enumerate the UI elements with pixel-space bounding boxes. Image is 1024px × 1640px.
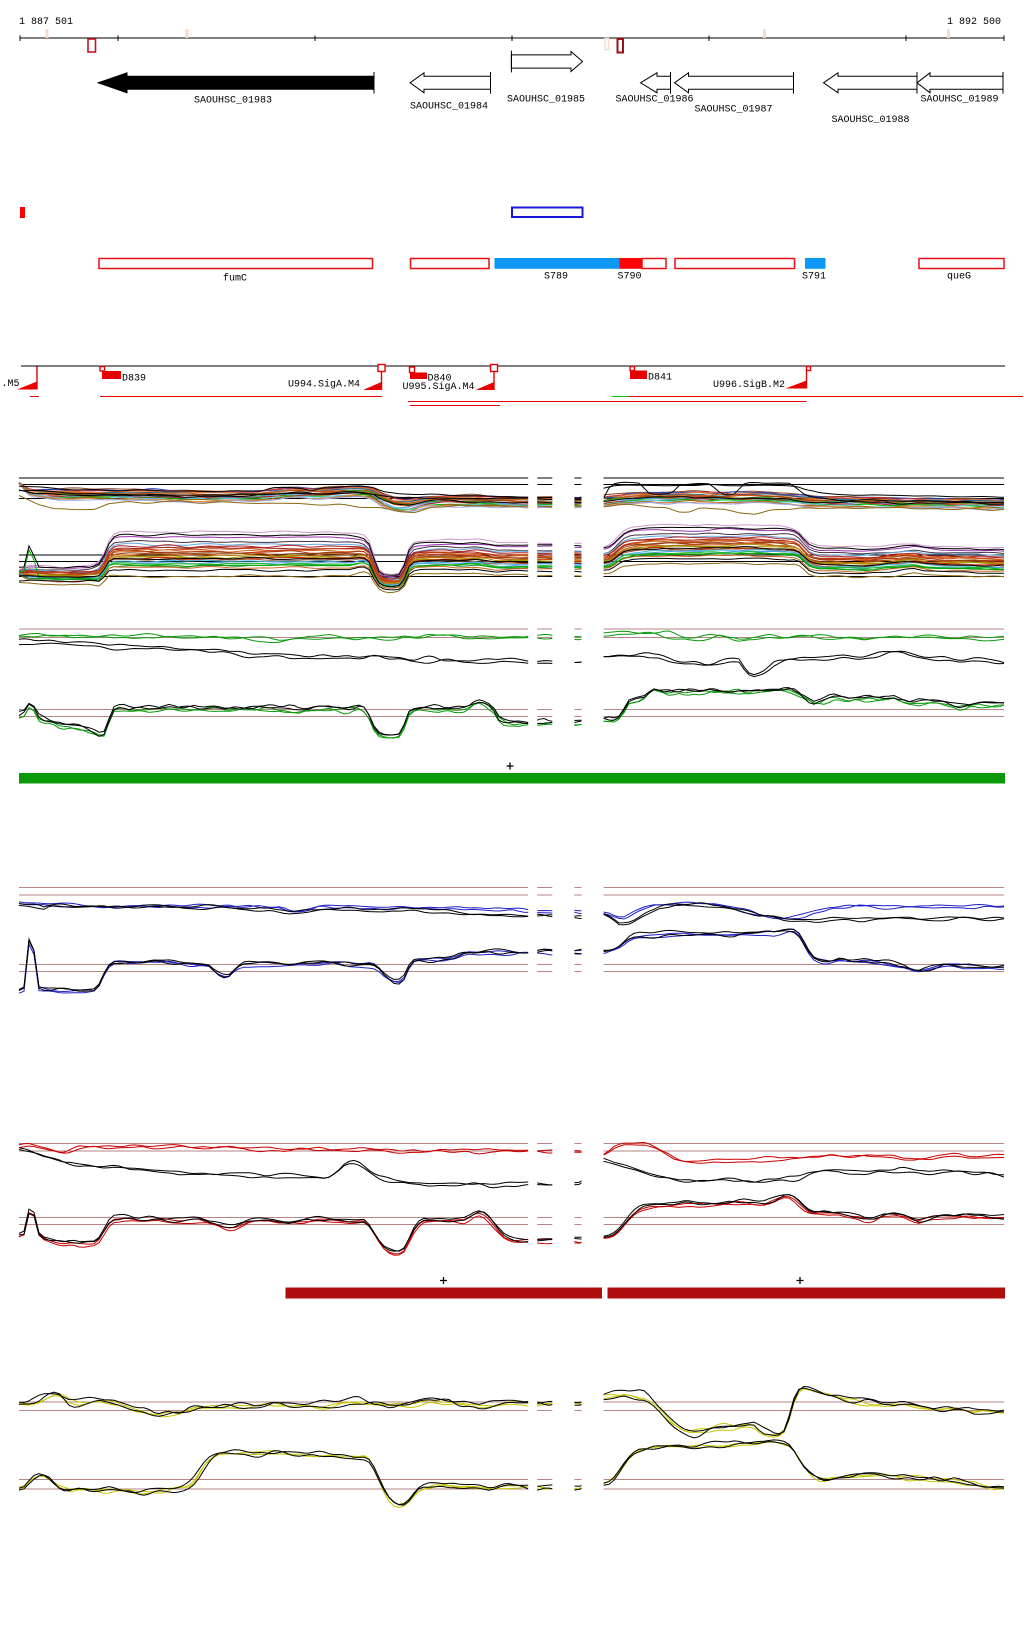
svg-text:1 887 501: 1 887 501 <box>19 17 73 28</box>
svg-text:S790: S790 <box>618 272 642 283</box>
svg-text:1 892 500: 1 892 500 <box>947 17 1001 28</box>
svg-text:D841: D841 <box>648 373 672 384</box>
svg-text:SAOUHSC_01985: SAOUHSC_01985 <box>507 94 585 105</box>
svg-text:fumC: fumC <box>223 273 247 285</box>
svg-text:D839: D839 <box>122 373 146 384</box>
svg-text:S791: S791 <box>802 272 826 283</box>
svg-text:.M5: .M5 <box>2 379 20 390</box>
svg-text:SAOUHSC_01989: SAOUHSC_01989 <box>921 94 999 105</box>
svg-text:U994.SigA.M4: U994.SigA.M4 <box>288 379 360 391</box>
svg-text:SAOUHSC_01986: SAOUHSC_01986 <box>616 95 694 106</box>
svg-text:queG: queG <box>947 272 971 283</box>
svg-text:D840: D840 <box>428 374 452 385</box>
svg-text:S789: S789 <box>544 272 568 283</box>
svg-text:U996.SigB.M2: U996.SigB.M2 <box>713 379 785 391</box>
svg-text:SAOUHSC_01988: SAOUHSC_01988 <box>832 115 910 126</box>
svg-text:SAOUHSC_01983: SAOUHSC_01983 <box>194 96 272 107</box>
svg-text:SAOUHSC_01987: SAOUHSC_01987 <box>695 104 773 115</box>
svg-text:SAOUHSC_01984: SAOUHSC_01984 <box>410 102 488 113</box>
svg-text:U995.SigA.M4: U995.SigA.M4 <box>403 381 475 393</box>
